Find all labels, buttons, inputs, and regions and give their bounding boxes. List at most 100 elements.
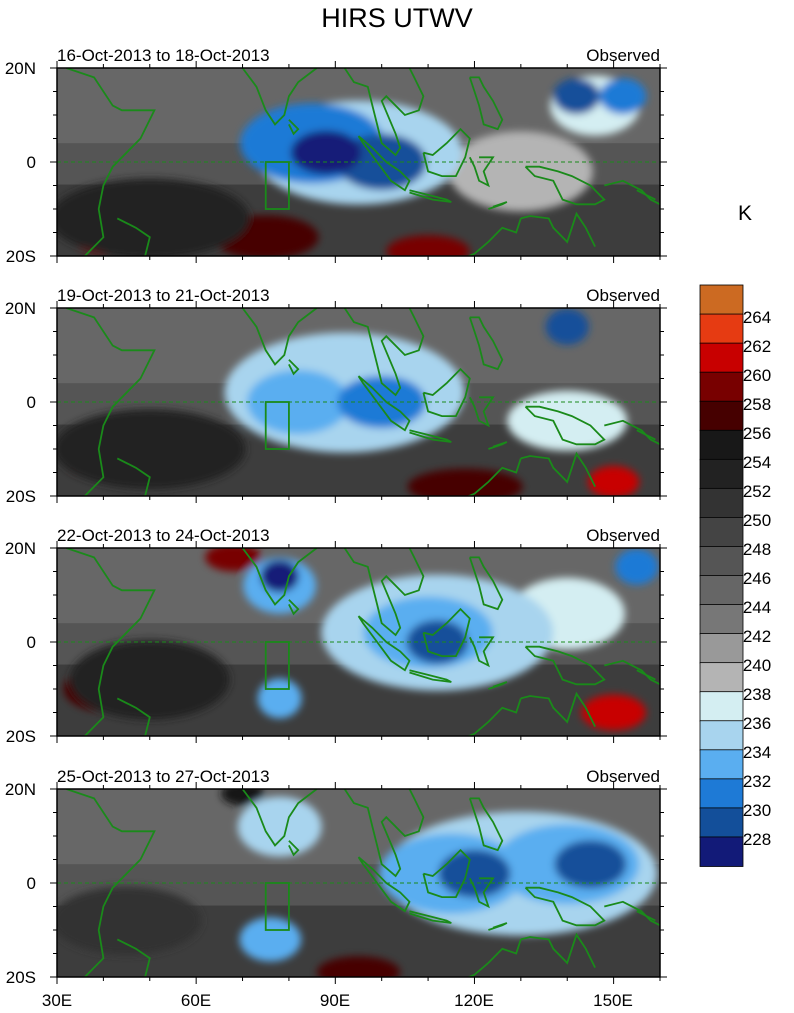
coastline <box>524 405 606 446</box>
analysis-box <box>264 161 290 210</box>
panel-oct22-24: 22-Oct-2013 to 24-Oct-2013 Observed 20N … <box>5 526 667 746</box>
colorbar-swatch <box>699 633 744 664</box>
coastline <box>524 886 606 927</box>
colorbar-label-254: 254 <box>743 453 771 472</box>
lat-tick-20s: 20S <box>6 487 36 506</box>
heatmap-field <box>50 782 667 984</box>
coastline <box>241 68 318 126</box>
colorbar-label-240: 240 <box>743 656 771 675</box>
field-feature <box>57 409 246 489</box>
coastline <box>409 669 452 683</box>
field-feature <box>316 956 401 977</box>
coastline <box>66 308 156 496</box>
colorbar-label-250: 250 <box>743 511 771 530</box>
lat-tick-20s: 20S <box>6 968 36 987</box>
lat-tick-20n: 20N <box>5 539 36 558</box>
lon-tick-120e: 120E <box>454 991 494 1010</box>
colorbar-label-256: 256 <box>743 424 771 443</box>
field-feature <box>554 840 627 889</box>
field-feature <box>588 465 640 496</box>
analysis-box <box>264 641 290 690</box>
field-feature <box>386 235 470 256</box>
colorbar-swatch <box>699 691 744 722</box>
coastline <box>636 429 656 441</box>
coastline <box>520 932 596 968</box>
coastline <box>66 68 156 256</box>
coastline <box>116 457 151 496</box>
coastline <box>604 659 660 686</box>
panel-period-label: 22-Oct-2013 to 24-Oct-2013 <box>57 526 270 545</box>
colorbar-label-232: 232 <box>743 772 771 791</box>
coastline <box>524 165 606 206</box>
colorbar-swatch <box>699 807 744 838</box>
panel-oct25-27: 25-Oct-2013 to 27-Oct-2013 Observed 20N … <box>5 767 667 987</box>
colorbar-swatch <box>699 284 744 315</box>
analysis-box <box>264 882 290 931</box>
coastline <box>636 910 656 922</box>
coastline <box>468 76 504 131</box>
lat-tick-20n: 20N <box>5 780 36 799</box>
field-feature <box>220 789 265 806</box>
field-feature <box>290 130 362 175</box>
lon-tick-150e: 150E <box>593 991 633 1010</box>
colorbar-swatch <box>699 487 744 519</box>
coastline <box>488 681 508 690</box>
coastline <box>357 615 411 672</box>
coastline <box>409 910 452 924</box>
colorbar-swatch <box>699 546 744 577</box>
coastline <box>468 636 495 668</box>
colorbar-label-236: 236 <box>743 714 771 733</box>
tick-marks <box>50 541 667 743</box>
field-feature <box>448 131 593 212</box>
coastline <box>468 797 504 852</box>
coastline <box>288 599 300 616</box>
lon-tick-labels: 30E 60E 90E 120E 150E <box>42 991 633 1010</box>
coastlines <box>66 789 660 977</box>
colorbar-swatch <box>699 749 744 780</box>
coastline <box>241 308 318 366</box>
colorbar-label-252: 252 <box>743 482 771 501</box>
colorbar-label-244: 244 <box>743 598 771 617</box>
coastline <box>116 217 151 256</box>
coastline <box>288 359 300 376</box>
analysis-box <box>264 401 290 450</box>
lat-tick-0: 0 <box>27 393 36 412</box>
colorbar-label-258: 258 <box>743 395 771 414</box>
coastline <box>241 548 318 606</box>
coastline <box>241 789 318 847</box>
tick-marks <box>50 301 667 503</box>
colorbar-labels: 264 262 260 258 256 254 252 250 248 246 … <box>743 308 771 849</box>
coastline <box>288 119 300 136</box>
coastline <box>520 211 596 247</box>
coastline <box>468 156 495 188</box>
coastline <box>520 451 596 487</box>
colorbar-swatch <box>699 604 744 635</box>
contour-fill <box>57 308 660 496</box>
heatmap-field <box>50 301 667 503</box>
coastline <box>288 840 300 857</box>
lat-tick-0: 0 <box>27 874 36 893</box>
lat-tick-20n: 20N <box>5 299 36 318</box>
contour-fill <box>57 68 660 256</box>
colorbar-label-264: 264 <box>743 308 771 327</box>
coastline <box>468 556 504 611</box>
lat-tick-0: 0 <box>27 153 36 172</box>
panel-type-label: Observed <box>586 46 660 65</box>
coastline <box>422 607 471 657</box>
coastline <box>422 127 471 177</box>
lon-tick-30e: 30E <box>42 991 72 1010</box>
colorbar-label-260: 260 <box>743 366 771 385</box>
colorbar-swatch <box>699 778 744 809</box>
field-feature <box>599 78 647 115</box>
colorbar-label-246: 246 <box>743 569 771 588</box>
colorbar-swatch <box>699 342 744 374</box>
field-feature <box>545 308 589 345</box>
colorbar-swatches <box>699 284 744 867</box>
coastline <box>468 396 495 428</box>
lat-tick-20s: 20S <box>6 247 36 266</box>
contour-fill <box>57 548 660 736</box>
coastlines <box>66 308 660 496</box>
colorbar-label-262: 262 <box>743 337 771 356</box>
colorbar: K 264 262 260 258 256 254 252 250 248 24… <box>699 202 771 867</box>
